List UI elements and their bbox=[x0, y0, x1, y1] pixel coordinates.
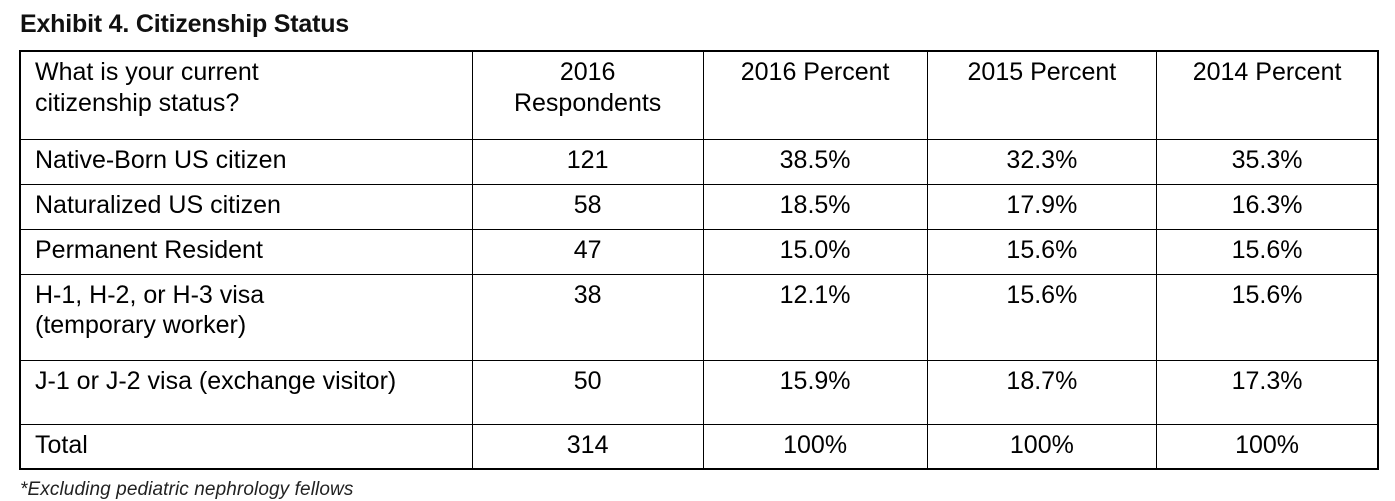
cell-percent-2014: 17.3% bbox=[1156, 359, 1379, 425]
footnote: *Excluding pediatric nephrology fellows bbox=[20, 479, 354, 500]
table-row-h-visa: H-1, H-2, or H-3 visa (temporary worker)… bbox=[19, 273, 1379, 361]
cell-percent-2014: 16.3% bbox=[1156, 183, 1379, 230]
cell-percent-2015: 17.9% bbox=[926, 183, 1158, 230]
row-label: Native-Born US citizen bbox=[19, 138, 473, 185]
cell-respondents-2016: 58 bbox=[471, 183, 704, 230]
column-header-2014-percent: 2014 Percent bbox=[1156, 50, 1379, 140]
cell-percent-2014: 15.6% bbox=[1156, 228, 1379, 275]
cell-percent-2015: 15.6% bbox=[926, 228, 1158, 275]
column-header-2016-percent: 2016 Percent bbox=[702, 50, 928, 140]
table-row-total: Total 314 100% 100% 100% bbox=[19, 423, 1379, 470]
table-row-j-visa: J-1 or J-2 visa (exchange visitor) 50 15… bbox=[19, 359, 1379, 425]
table-row-native-born: Native-Born US citizen 121 38.5% 32.3% 3… bbox=[19, 138, 1379, 185]
exhibit-title: Exhibit 4. Citizenship Status bbox=[20, 10, 349, 38]
cell-percent-2014: 15.6% bbox=[1156, 273, 1379, 361]
cell-respondents-2016: 50 bbox=[471, 359, 704, 425]
table-header-row: What is your current citizenship status?… bbox=[19, 50, 1379, 140]
cell-percent-2016: 38.5% bbox=[702, 138, 928, 185]
row-label: J-1 or J-2 visa (exchange visitor) bbox=[19, 359, 473, 425]
cell-percent-2016: 15.9% bbox=[702, 359, 928, 425]
row-label: Naturalized US citizen bbox=[19, 183, 473, 230]
column-header-question: What is your current citizenship status? bbox=[19, 50, 473, 140]
row-label: Total bbox=[19, 423, 473, 470]
cell-percent-2016: 12.1% bbox=[702, 273, 928, 361]
cell-percent-2015: 18.7% bbox=[926, 359, 1158, 425]
cell-percent-2015: 15.6% bbox=[926, 273, 1158, 361]
cell-percent-2014: 35.3% bbox=[1156, 138, 1379, 185]
cell-respondents-2016: 38 bbox=[471, 273, 704, 361]
row-label: H-1, H-2, or H-3 visa (temporary worker) bbox=[19, 273, 473, 361]
table-row-permanent-resident: Permanent Resident 47 15.0% 15.6% 15.6% bbox=[19, 228, 1379, 275]
cell-respondents-2016: 47 bbox=[471, 228, 704, 275]
cell-percent-2015: 32.3% bbox=[926, 138, 1158, 185]
column-header-2015-percent: 2015 Percent bbox=[926, 50, 1158, 140]
citizenship-status-table: What is your current citizenship status?… bbox=[19, 50, 1379, 470]
cell-respondents-2016: 314 bbox=[471, 423, 704, 470]
column-header-2016-respondents: 2016 Respondents bbox=[471, 50, 704, 140]
cell-percent-2016: 100% bbox=[702, 423, 928, 470]
cell-percent-2014: 100% bbox=[1156, 423, 1379, 470]
row-label: Permanent Resident bbox=[19, 228, 473, 275]
cell-percent-2015: 100% bbox=[926, 423, 1158, 470]
cell-respondents-2016: 121 bbox=[471, 138, 704, 185]
cell-percent-2016: 15.0% bbox=[702, 228, 928, 275]
cell-percent-2016: 18.5% bbox=[702, 183, 928, 230]
table-row-naturalized: Naturalized US citizen 58 18.5% 17.9% 16… bbox=[19, 183, 1379, 230]
